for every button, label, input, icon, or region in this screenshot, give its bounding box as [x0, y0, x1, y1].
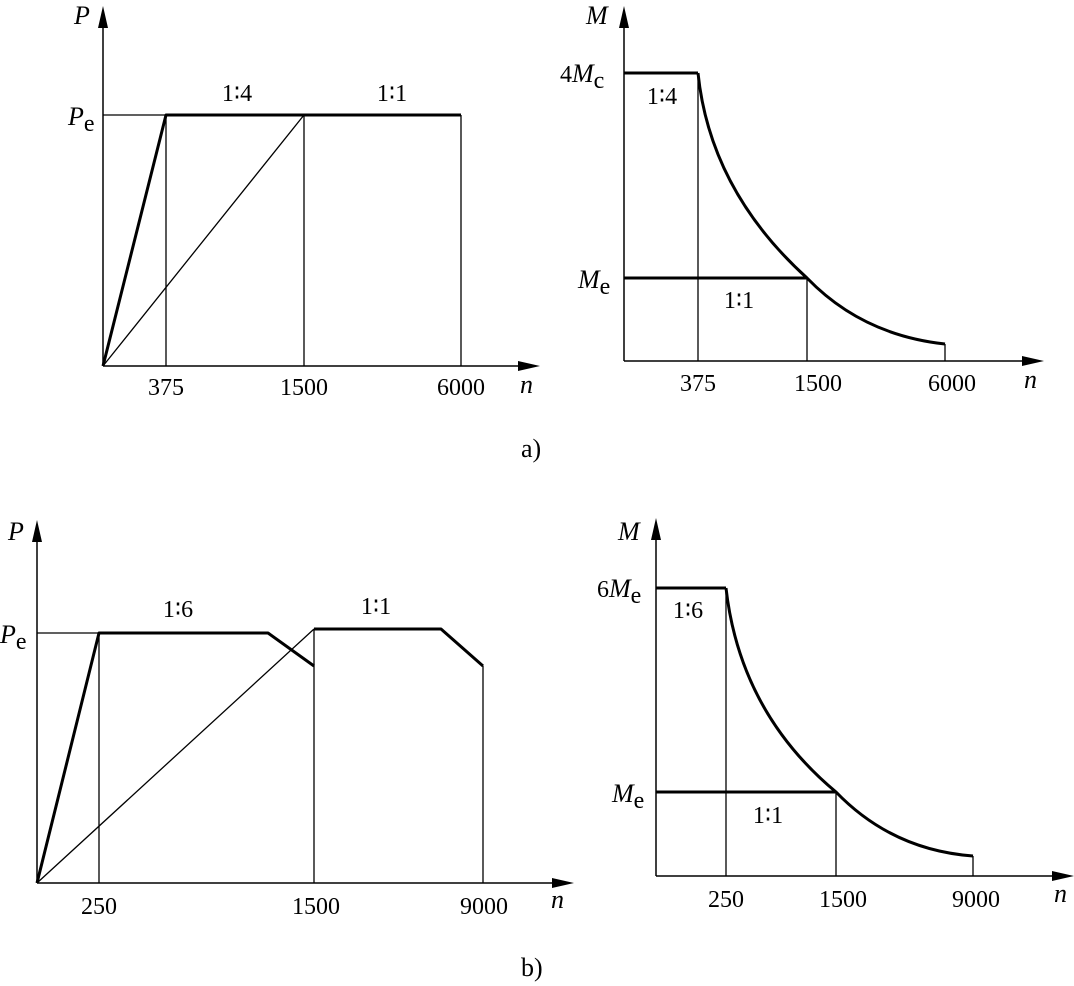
- b-torque-y-arrow: [651, 518, 661, 540]
- a-power-tick-1500: 1500: [280, 375, 328, 401]
- a-torque-high-label: 4Mc: [560, 59, 604, 94]
- b-power-tick-9000: 9000: [460, 894, 508, 920]
- a-torque-x-label: n: [1024, 365, 1037, 394]
- b-torque-tick-9000: 9000: [952, 887, 1000, 913]
- chart-b-power: P n Pe 250 1500 9000 1∶6 1∶1: [0, 517, 574, 920]
- a-power-tick-375: 375: [148, 375, 184, 401]
- a-power-x-arrow: [518, 361, 540, 371]
- b-torque-ratio-1-6: 1∶6: [673, 598, 703, 624]
- b-power-ratio-1-1: 1∶1: [361, 594, 391, 620]
- a-power-y-arrow: [98, 6, 108, 28]
- a-torque-tick-1500: 1500: [794, 371, 842, 397]
- b-torque-x-arrow: [1052, 871, 1074, 881]
- a-torque-tick-6000: 6000: [928, 371, 976, 397]
- b-torque-hyperbola: [724, 587, 974, 858]
- b-torque-tick-250: 250: [708, 887, 744, 913]
- b-power-y-label: P: [7, 517, 24, 546]
- b-power-x-label: n: [551, 885, 564, 914]
- b-torque-x-label: n: [1054, 879, 1067, 908]
- a-power-ratio-1-1: 1∶1: [377, 81, 407, 107]
- b-power-tick-1500: 1500: [292, 894, 340, 920]
- a-power-y-label: P: [73, 1, 90, 30]
- chart-a-torque: M n 4Mc Me 375 1500 6000 1∶4 1∶1: [560, 1, 1044, 397]
- b-torque-tick-1500: 1500: [819, 887, 867, 913]
- a-torque-tick-375: 375: [680, 371, 716, 397]
- chart-b-torque: M n 6Me Me 250 1500 9000 1∶6 1∶1: [597, 517, 1074, 913]
- b-torque-y-label: M: [617, 517, 641, 546]
- b-power-ratio-1-6: 1∶6: [163, 597, 193, 623]
- a-power-curve-1-4: [101, 113, 304, 367]
- b-torque-high-label: 6Me: [597, 574, 641, 609]
- a-torque-low-label: Me: [577, 265, 610, 300]
- b-power-x-arrow: [552, 878, 574, 888]
- a-power-tick-6000: 6000: [437, 375, 485, 401]
- a-torque-ratio-1-1: 1∶1: [724, 288, 754, 314]
- a-torque-hyperbola: [696, 72, 946, 346]
- chart-a-power: P n Pe 375 1500 6000 1∶4 1∶1: [67, 1, 540, 401]
- b-power-curve-1-1-flat: [314, 627, 484, 668]
- b-torque-ratio-1-1: 1∶1: [753, 803, 783, 829]
- b-torque-low-label: Me: [611, 779, 644, 814]
- a-power-ratio-1-4: 1∶4: [222, 81, 252, 107]
- a-torque-y-label: M: [585, 1, 609, 30]
- b-power-y-arrow: [32, 520, 42, 542]
- a-torque-x-arrow: [1022, 356, 1044, 366]
- b-power-tick-250: 250: [81, 894, 117, 920]
- a-power-curve-1-1-ramp: [102, 114, 305, 367]
- a-torque-y-arrow: [619, 6, 629, 28]
- a-power-level-label: Pe: [67, 102, 95, 137]
- a-torque-ratio-1-4: 1∶4: [647, 84, 677, 110]
- b-power-level-label: Pe: [0, 620, 27, 655]
- caption-a: a): [521, 434, 541, 463]
- caption-b: b): [521, 953, 543, 982]
- b-power-curve-1-1-ramp: [36, 628, 315, 884]
- a-power-x-label: n: [520, 370, 533, 399]
